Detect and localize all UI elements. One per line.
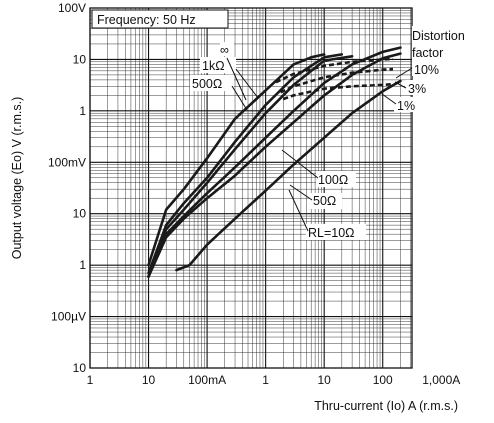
leader-100 [281,149,319,179]
label-500: 500Ω [192,77,222,91]
x-tick-label: 10 [318,373,332,387]
distortion-1-label: 1% [397,99,415,113]
x-tick-label: 1 [262,373,269,387]
distortion-line-2 [282,82,394,101]
distortion-3-label: 3% [408,82,426,96]
leader-1k [235,68,259,99]
label-rl10-bg [306,224,366,240]
label-1k: 1kΩ [202,59,225,73]
label-rl10: RL=10Ω [308,226,355,240]
y-axis-ticks: 100V 10 1 100mV 10 1 100µV 10 [48,1,86,375]
frequency-label: Frequency: 50 Hz [97,13,196,27]
series-layer [147,46,402,278]
distortion-line-0 [275,57,394,84]
series-line-5 [175,79,402,272]
series-line-4 [147,52,402,278]
y-tick-label: 1 [79,258,86,272]
label-100: 100Ω [318,173,348,187]
y-tick-label: 100µV [51,310,86,324]
distortion-label-bg [412,26,484,64]
x-tick-label: 1 [87,373,94,387]
distortion-1-bg [394,97,424,112]
y-tick-label: 100mV [48,155,86,169]
distortion-label-line2: factor [412,46,443,60]
distortion-3-bg [405,80,435,95]
series-line-1 [147,53,344,275]
distortion-10-label: 10% [414,63,439,77]
y-tick-label: 10 [73,207,87,221]
y-axis-label: Output voltage (Eo) V (r.m.s.) [10,97,24,260]
x-tick-label: 1,000A [422,373,460,387]
distortion-label-line1: Distortion [412,29,465,43]
label-50: 50Ω [313,194,336,208]
y-tick-label: 100V [58,1,86,15]
frequency-box [91,9,229,29]
series-line-0 [147,53,326,267]
label-500-bg [190,75,234,91]
leader-distortion-1 [381,93,397,105]
leader-50 [289,184,313,201]
leader-distortion-3 [394,81,407,89]
plot-frame [89,7,413,369]
x-tick-label: 10 [142,373,156,387]
y-tick-label: 1 [79,104,86,118]
y-tick-label: 10 [73,361,87,375]
leader-inf [226,57,247,101]
label-1k-bg [200,57,236,73]
leader-rl10 [288,189,309,232]
label-inf: ∞ [220,43,229,57]
label-inf-bg [220,42,234,56]
distortion-10-bg [412,61,448,76]
label-50-bg [310,193,342,209]
x-axis-ticks: 1 10 100mA 1 10 100 1,000A [87,373,461,387]
label-100-bg [316,171,356,187]
x-axis-label: Thru-current (Io) A (r.m.s.) [314,399,458,413]
distortion-line-1 [280,67,394,94]
leader-500 [231,85,248,111]
leader-distortion-10 [395,67,413,79]
y-tick-label: 10 [73,52,87,66]
x-tick-label: 100mA [188,373,226,387]
x-tick-label: 100 [373,373,393,387]
